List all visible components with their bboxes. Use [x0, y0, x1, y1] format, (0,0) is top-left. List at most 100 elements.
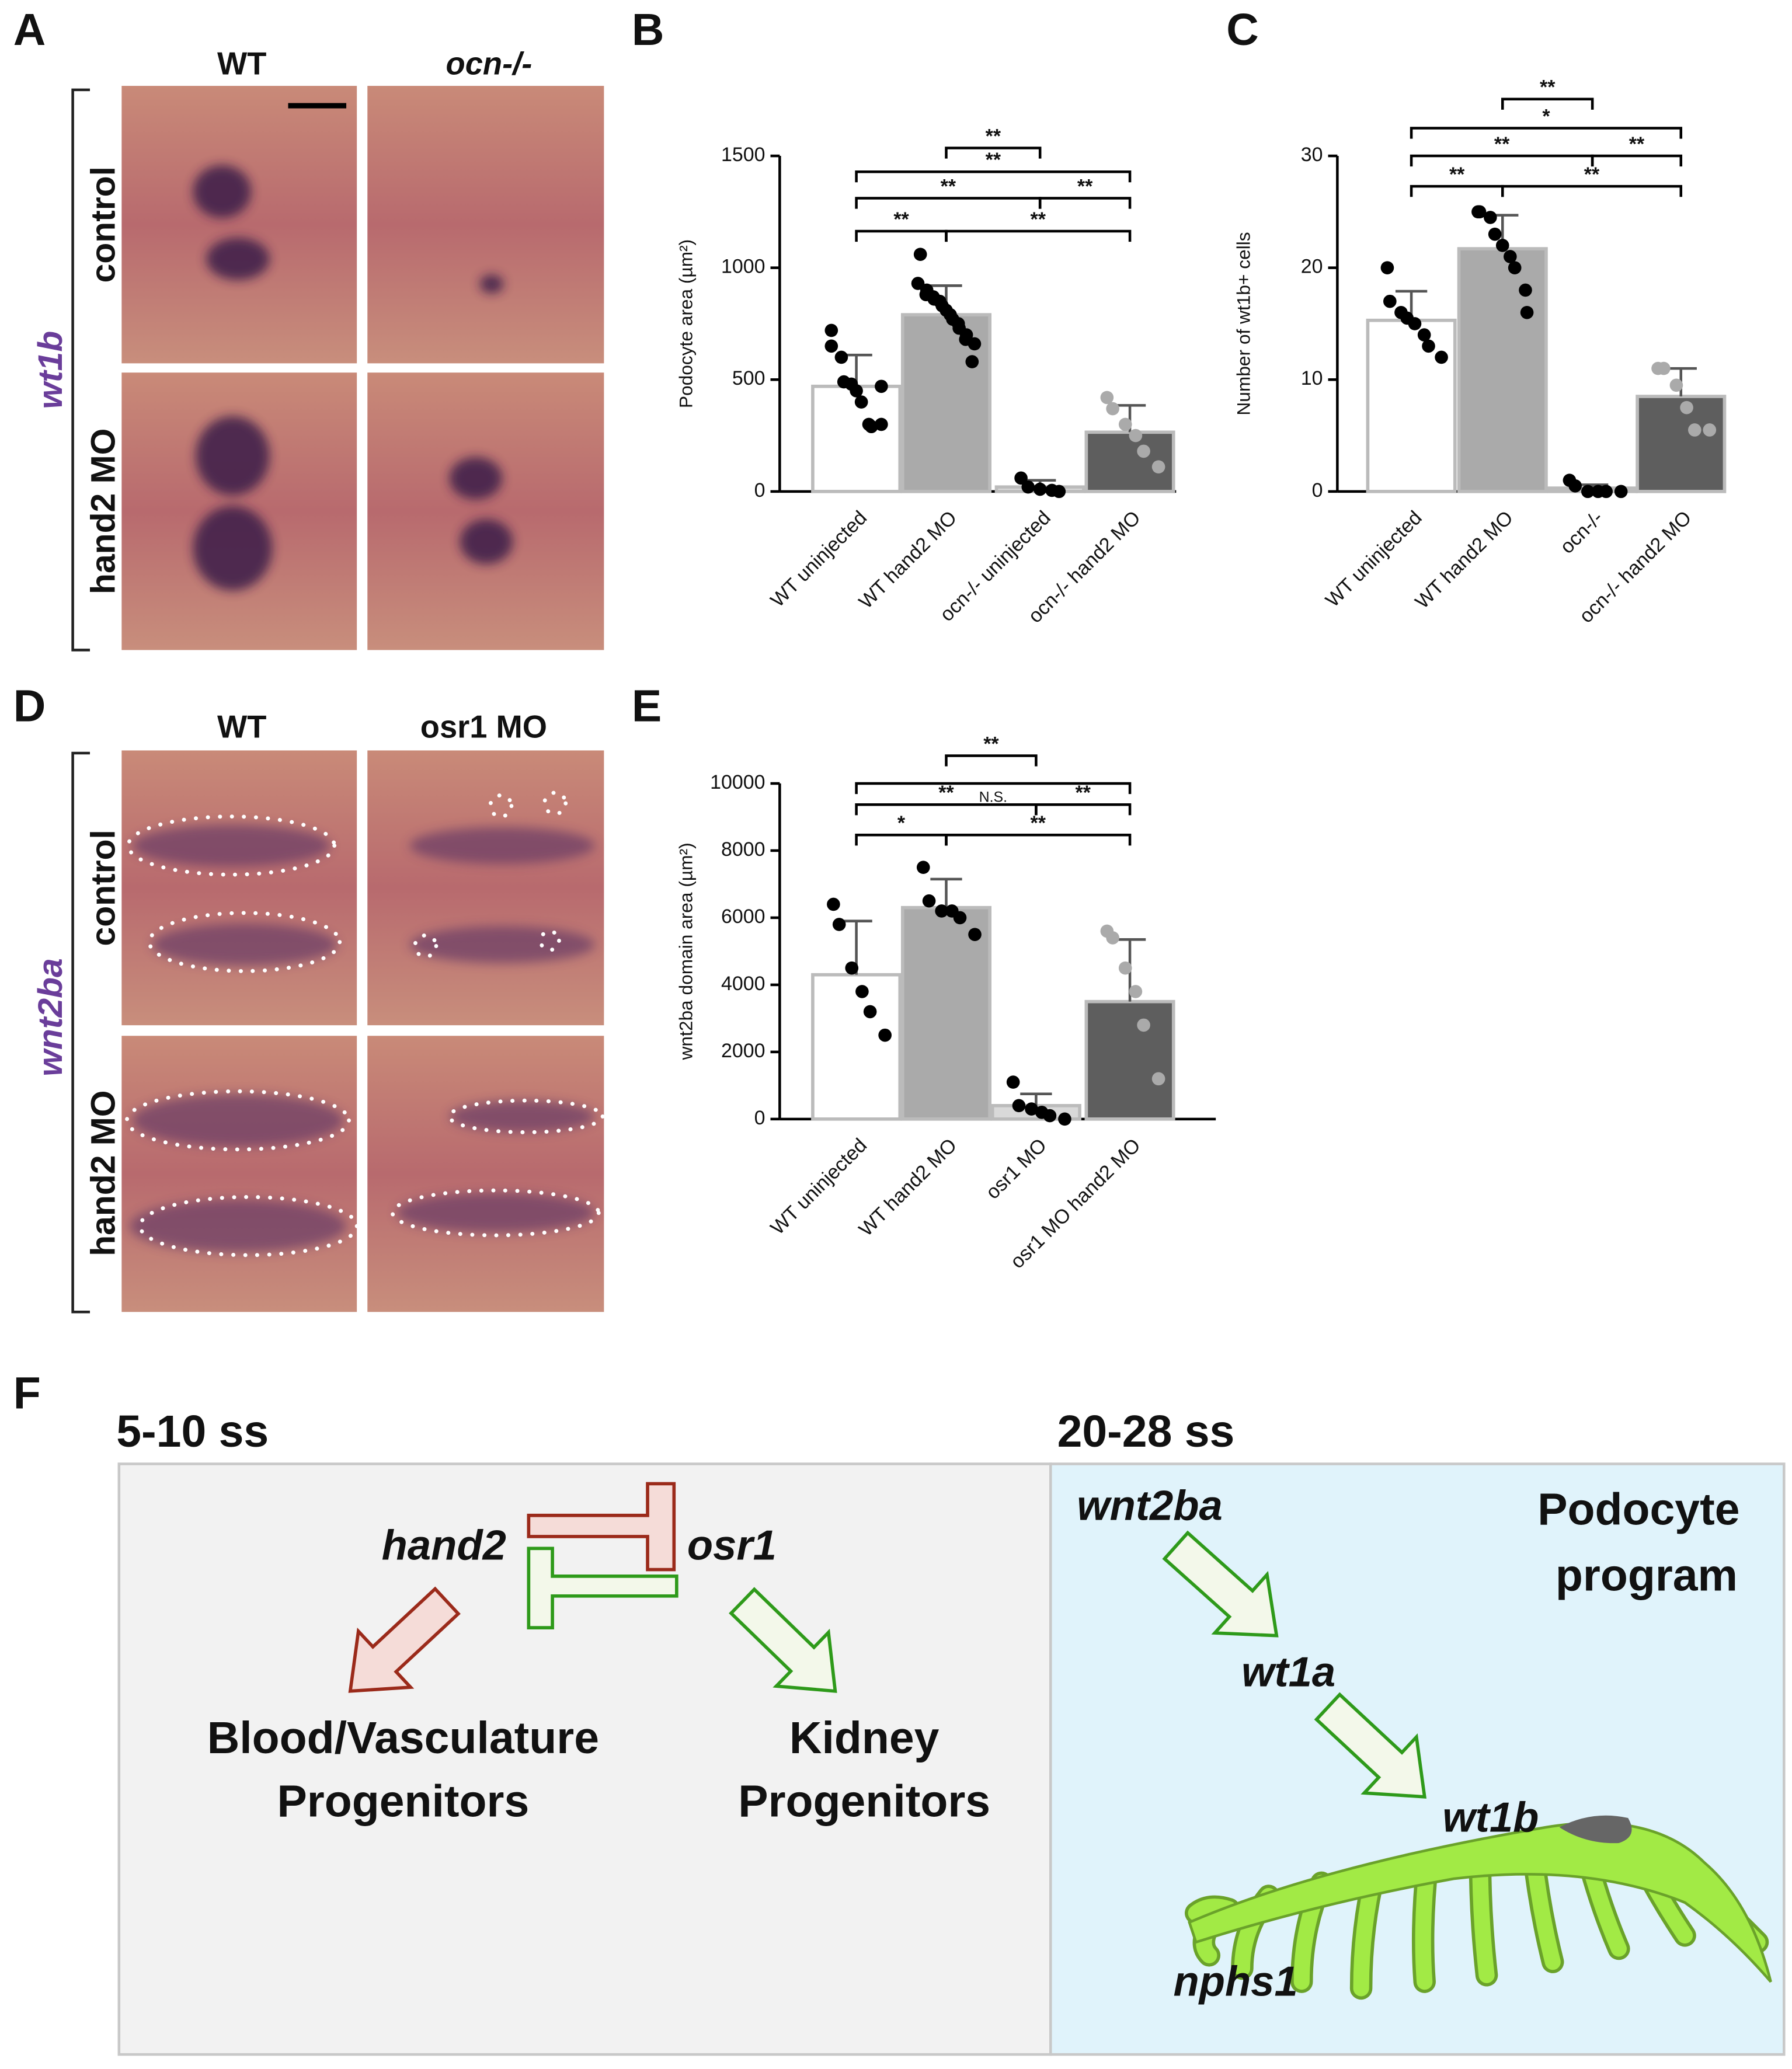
label: wnt2ba [1077, 1482, 1222, 1530]
data-point [1599, 485, 1613, 499]
label: hand2 MO [85, 429, 123, 594]
data-point [1052, 485, 1066, 499]
label: control [85, 830, 123, 946]
data-point [1657, 361, 1671, 375]
label: WT [217, 709, 266, 745]
data-point [1484, 211, 1497, 224]
label: E [632, 681, 662, 732]
significance-bracket [855, 834, 948, 846]
label: wt1a [1241, 1649, 1335, 1696]
label: C [1226, 5, 1259, 55]
y-tick-label: 500 [732, 367, 765, 389]
significance-label: * [1542, 105, 1550, 127]
data-point [845, 961, 859, 975]
shape [129, 1199, 347, 1253]
shape [132, 824, 330, 867]
significance-bracket [1038, 197, 1132, 209]
data-point [850, 384, 863, 398]
data-point [1504, 250, 1517, 263]
data-point [1006, 1075, 1020, 1089]
label: D [13, 681, 46, 732]
shape [396, 1193, 595, 1233]
data-point [1568, 479, 1582, 493]
y-tick-label: 10 [1301, 367, 1323, 389]
data-point [916, 861, 930, 875]
y-tick-label: 4000 [721, 973, 765, 995]
shape [152, 923, 337, 966]
significance-label: ** [1494, 133, 1510, 155]
y-tick-label: 10000 [710, 771, 765, 793]
data-point [1488, 227, 1502, 241]
shape [117, 1462, 1052, 2056]
significance-label: * [897, 812, 906, 834]
data-point [1137, 444, 1150, 458]
data-point [1435, 350, 1448, 364]
bar [900, 905, 992, 1121]
label: Kidney [789, 1713, 940, 1763]
significance-bracket [1035, 803, 1132, 816]
label: F [13, 1368, 41, 1418]
shape [124, 790, 605, 1258]
arrow [1314, 1692, 1427, 1799]
data-point [1033, 482, 1047, 496]
significance-bracket [945, 754, 1038, 767]
data-point [968, 928, 982, 941]
data-point [1118, 961, 1132, 975]
y-tick-label: 30 [1301, 144, 1323, 166]
label: ocn-/- [446, 46, 533, 81]
data-point [1520, 305, 1534, 319]
significance-bracket [855, 197, 1042, 209]
significance-label: ** [1540, 76, 1556, 99]
y-axis-label: Number of wt1b+ cells [1233, 232, 1254, 415]
data-point [863, 1005, 877, 1019]
data-point [1137, 1018, 1150, 1032]
data-point [1687, 423, 1701, 437]
label: Progenitors [277, 1777, 529, 1827]
shape [129, 824, 595, 1253]
data-point [875, 417, 888, 431]
label: wnt2ba [32, 958, 69, 1077]
data-point [1508, 261, 1522, 274]
data-point [834, 350, 848, 364]
shape [126, 814, 337, 877]
data-point [1680, 400, 1693, 415]
significance-bracket [1410, 184, 1504, 197]
label: wt1b [1442, 1794, 1539, 1841]
bar [1457, 247, 1548, 493]
data-point [1025, 1102, 1038, 1116]
data-point [1043, 1109, 1057, 1123]
significance-label: ** [941, 175, 956, 197]
shape [71, 88, 91, 652]
significance-label: ** [1584, 163, 1600, 186]
shape [542, 790, 568, 816]
significance-bracket [1410, 127, 1683, 139]
data-point [1422, 339, 1435, 353]
shape [196, 416, 270, 496]
shape [121, 750, 357, 1026]
bar [1084, 999, 1175, 1121]
shape [193, 506, 273, 591]
label: wt1b [32, 331, 69, 409]
shape [527, 1546, 678, 1629]
data-point [1581, 485, 1595, 499]
label: hand2 [382, 1521, 506, 1569]
shape [449, 457, 503, 500]
data-point [1703, 423, 1717, 437]
y-tick-label: 0 [754, 1107, 765, 1129]
label: 5-10 ss [116, 1406, 269, 1457]
data-point [832, 918, 846, 931]
y-tick-label: 0 [754, 479, 765, 501]
shape [367, 86, 604, 364]
label: B [632, 5, 664, 55]
data-point [935, 904, 948, 918]
significance-label: ** [986, 149, 1001, 171]
significance-label: ** [986, 125, 1001, 147]
data-point [1669, 378, 1683, 392]
label: osr1 [687, 1521, 777, 1569]
label: WT [217, 46, 266, 81]
data-point [824, 323, 838, 337]
significance-bracket [1501, 184, 1683, 197]
y-tick-label: 1000 [721, 256, 765, 278]
significance-label: ** [983, 733, 999, 755]
data-point [1380, 261, 1394, 274]
